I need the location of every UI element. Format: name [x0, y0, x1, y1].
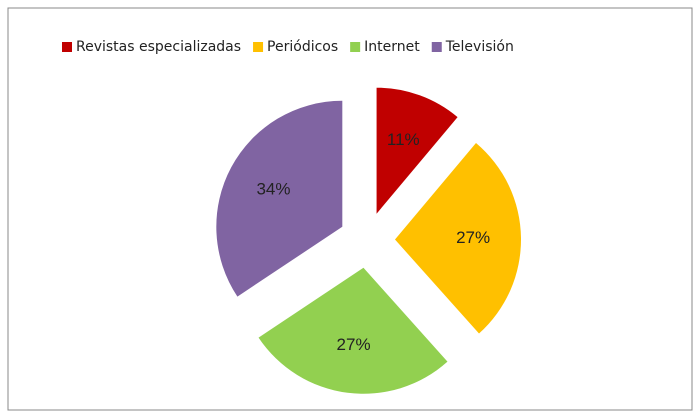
legend-label: Periódicos [267, 39, 338, 55]
pie-slice [376, 87, 458, 214]
data-label: 27% [456, 228, 490, 247]
legend-swatch [350, 42, 361, 52]
legend-label: Internet [364, 39, 420, 55]
legend-swatch [62, 42, 72, 52]
legend-swatch [253, 42, 264, 52]
legend-label: Televisión [445, 39, 514, 55]
pie-slice [258, 267, 448, 394]
legend-label: Revistas especializadas [76, 39, 241, 55]
data-label: 11% [387, 130, 420, 149]
pie-slice [394, 143, 521, 334]
data-label: 27% [337, 335, 371, 354]
data-label: 34% [256, 179, 290, 198]
legend-swatch [431, 42, 442, 52]
pie-slice [216, 100, 343, 297]
